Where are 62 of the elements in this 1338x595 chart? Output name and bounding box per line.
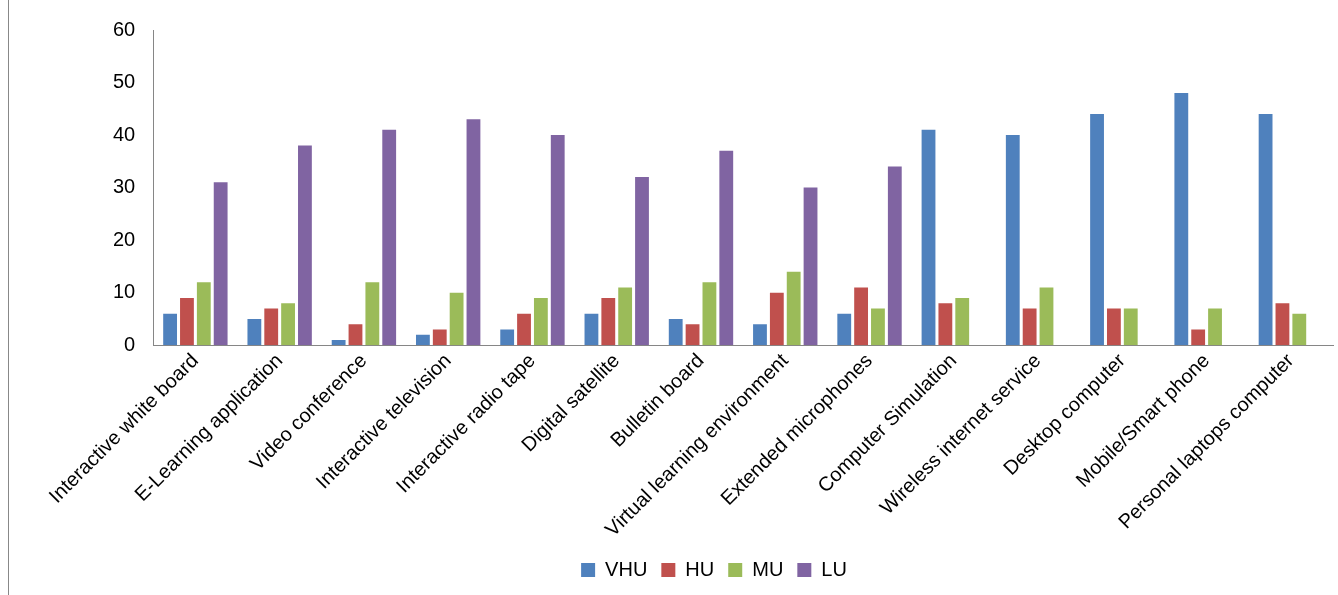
bar [1208, 308, 1222, 346]
bar [1191, 329, 1206, 346]
bar [955, 297, 970, 346]
bar [668, 318, 683, 346]
bar [1106, 308, 1121, 346]
bar [550, 135, 565, 346]
y-tick-label: 60 [113, 17, 136, 40]
bar [1292, 313, 1307, 346]
bar [1275, 303, 1290, 346]
bar [331, 339, 346, 346]
bar [921, 129, 936, 346]
bar [702, 282, 717, 346]
legend-label: VHU [605, 557, 648, 580]
bar [719, 150, 734, 346]
bar [753, 324, 767, 346]
bar [871, 308, 885, 346]
bar [382, 129, 397, 346]
bar [213, 182, 228, 346]
legend-label: LU [821, 557, 847, 580]
bar [180, 297, 194, 346]
bar [786, 271, 801, 346]
bar [1174, 93, 1189, 346]
bar [584, 313, 599, 346]
y-tick-label: 10 [113, 280, 136, 303]
bar [196, 282, 211, 346]
bar [264, 308, 279, 346]
bar [803, 187, 818, 346]
bar [601, 297, 616, 346]
bar [415, 334, 430, 346]
bar [517, 313, 531, 346]
bar [1039, 287, 1054, 346]
bar [1258, 114, 1273, 346]
y-tick-label: 20 [113, 227, 136, 250]
bar [432, 329, 447, 346]
bar [938, 303, 953, 346]
bar [837, 313, 852, 346]
bar [635, 177, 649, 346]
bar [887, 166, 902, 346]
bar [685, 324, 700, 346]
bar [500, 329, 515, 346]
bar [365, 282, 380, 346]
legend-label: MU [752, 557, 784, 580]
bar [1005, 135, 1020, 346]
bar [1123, 308, 1138, 346]
bar [247, 318, 262, 346]
bar [618, 287, 633, 346]
bar [348, 324, 363, 346]
y-tick-label: 30 [113, 175, 136, 198]
bar [854, 287, 869, 346]
bar [533, 297, 548, 346]
bar [1090, 114, 1104, 346]
y-tick-label: 50 [113, 70, 136, 93]
y-tick-label: 40 [113, 122, 136, 145]
y-tick-label: 0 [124, 332, 136, 355]
bar [449, 292, 464, 346]
bar [163, 313, 178, 346]
legend-label: HU [685, 557, 715, 580]
bar [769, 292, 784, 346]
bar [466, 119, 481, 346]
bar [298, 145, 312, 346]
bar [281, 303, 295, 346]
bar [1022, 308, 1037, 346]
